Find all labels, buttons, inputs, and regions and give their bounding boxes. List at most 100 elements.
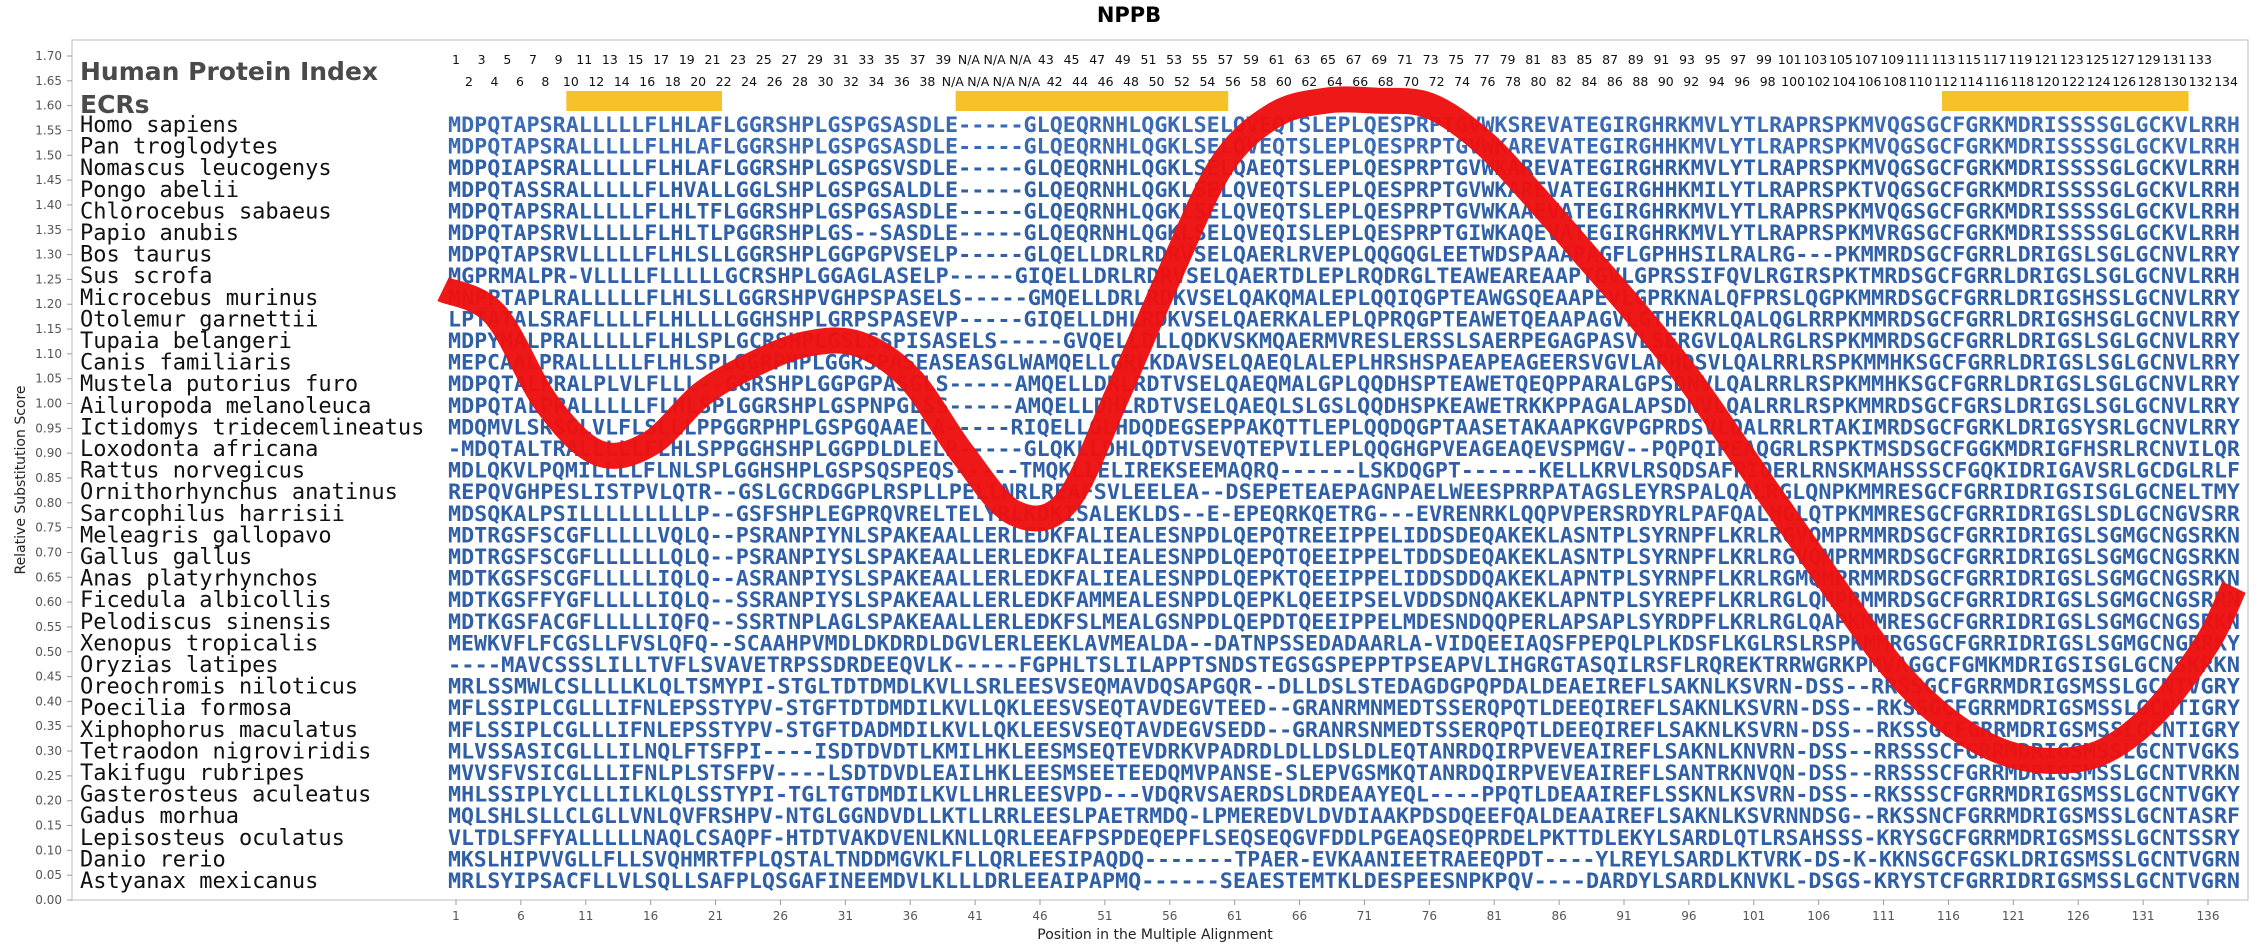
protein-index-label: 107 — [1855, 52, 1879, 67]
y-tick-label: 0.75 — [35, 521, 62, 535]
protein-index-label: N/A — [958, 52, 981, 67]
protein-index-label: 34 — [868, 74, 884, 89]
y-tick-label: 0.55 — [35, 620, 62, 634]
species-name: Mustela putorius furo — [80, 372, 358, 397]
protein-index-label: 99 — [1756, 52, 1772, 67]
alignment-sequence: MVVSFVSICGLLLIFNLPLSTSFPV----LSDTDVDLEAI… — [448, 761, 2240, 785]
protein-index-label: 98 — [1760, 74, 1776, 89]
alignment-sequence: MRLSYIPSACFLLVLSQLLSAFPLQSGAFINEEMDVLKLL… — [448, 869, 2240, 893]
substitution-score-series — [437, 86, 2246, 774]
protein-index-label: 54 — [1199, 74, 1215, 89]
x-tick-label: 131 — [2132, 909, 2155, 923]
alignment-sequence: MDQMVLSRSGLVLFLSLLLPPGGRPHPLGSPGQAAELA--… — [448, 415, 2240, 439]
x-tick-label: 21 — [708, 909, 723, 923]
protein-index-label: 79 — [1500, 52, 1516, 67]
alignment-sequence: MHLSSIPLYCLLLILKLQLSSTYPI-TGLTGTDMDILKVL… — [448, 783, 2240, 807]
species-name: Lepisosteus oculatus — [80, 826, 345, 851]
x-tick-label: 56 — [1162, 909, 1177, 923]
protein-index-label: 78 — [1505, 74, 1521, 89]
protein-index-label: 72 — [1429, 74, 1445, 89]
protein-index-label: 86 — [1607, 74, 1623, 89]
protein-index-label: 33 — [858, 52, 874, 67]
alignment-sequence: ----MAVCSSSLILLTVFLSVAVETRPSSDRDEEQVLK--… — [448, 653, 2240, 677]
protein-index-label: 26 — [767, 74, 783, 89]
protein-index-label: 103 — [1803, 52, 1827, 67]
protein-index-label: 31 — [833, 52, 849, 67]
protein-index-label: 3 — [478, 52, 486, 67]
y-tick-label: 0.50 — [35, 645, 62, 659]
protein-index-label: 81 — [1525, 52, 1541, 67]
y-tick-label: 0.85 — [35, 471, 62, 485]
human-protein-index-label: Human Protein Index — [80, 57, 378, 86]
y-tick-label: 0.95 — [35, 421, 62, 435]
ecr-bar — [1941, 91, 2189, 111]
x-tick-label: 71 — [1357, 909, 1372, 923]
species-name: Xiphophorus maculatus — [80, 718, 358, 743]
alignment-sequence: MLVSSASICGLLLILNQLFTSFPI----ISDTDVDTLKMI… — [448, 739, 2240, 763]
protein-index-label: 84 — [1581, 74, 1597, 89]
protein-index-label: 17 — [653, 52, 669, 67]
species-name: Canis familiaris — [80, 351, 292, 376]
y-tick-label: 1.65 — [35, 74, 62, 88]
species-name: Chlorocebus sabaeus — [80, 199, 332, 224]
y-tick-label: 0.00 — [35, 893, 62, 907]
species-name: Gallus gallus — [80, 545, 252, 570]
protein-index-label: 80 — [1531, 74, 1547, 89]
alignment-sequence: MDPQTAPSRVLLLLLFLHLSLLGGRSHPLGGPGPVSELP-… — [448, 243, 2240, 267]
alignment-sequence: VLTDLSFFYALLLLLNAQLCSAQPF-HTDTVAKDVENLKN… — [448, 826, 2240, 850]
alignment-sequence: MQLSHLSLLCLGLLVNLQVFRSHPV-NTGLGGNDVDLLKT… — [448, 804, 2240, 828]
protein-index-label: 24 — [741, 74, 757, 89]
alignment-sequence: MFLSSIPLCGLLLIFNLEPSSTYPV-STGFTDTDMDILKV… — [448, 696, 2240, 720]
protein-index-label: 97 — [1730, 52, 1746, 67]
species-name: Microcebus murinus — [80, 286, 318, 311]
y-tick-label: 1.60 — [35, 99, 62, 113]
y-tick-label: 1.00 — [35, 397, 62, 411]
protein-index-label: 121 — [2034, 52, 2058, 67]
species-name: Tetraodon nigroviridis — [80, 739, 371, 764]
y-tick-label: 0.15 — [35, 819, 62, 833]
species-name: Loxodonta africana — [80, 437, 318, 462]
protein-index-label: 57 — [1217, 52, 1233, 67]
protein-index-label: 74 — [1454, 74, 1470, 89]
x-tick-label: 91 — [1616, 909, 1631, 923]
protein-index-label: 9 — [555, 52, 563, 67]
x-tick-label: 61 — [1227, 909, 1242, 923]
protein-index-label: 126 — [2112, 74, 2136, 89]
protein-index-label: 120 — [2036, 74, 2060, 89]
y-tick-label: 0.80 — [35, 496, 62, 510]
species-name: Ailuropoda melanoleuca — [80, 394, 371, 419]
protein-index-label: 29 — [807, 52, 823, 67]
protein-index-label: 71 — [1397, 52, 1413, 67]
species-name: Sarcophilus harrisii — [80, 502, 345, 527]
protein-index-label: 50 — [1149, 74, 1165, 89]
protein-index-label: 83 — [1551, 52, 1567, 67]
protein-index-label: 100 — [1781, 74, 1805, 89]
protein-index-label: N/A — [993, 74, 1016, 89]
species-name: Pelodiscus sinensis — [80, 610, 332, 635]
species-name: Ictidomys tridecemlineatus — [80, 415, 424, 440]
y-tick-label: 1.35 — [35, 223, 62, 237]
species-name: Rattus norvegicus — [80, 459, 305, 484]
protein-index-label: 15 — [628, 52, 644, 67]
alignment-sequence: MRLSSMWLCSLLLLKLQLTSMYPI-STGLTDTDMDLKVLL… — [448, 675, 2240, 699]
x-tick-label: 66 — [1292, 909, 1307, 923]
protein-index-label: 43 — [1038, 52, 1054, 67]
protein-index-label: N/A — [942, 74, 965, 89]
protein-index-label: 39 — [935, 52, 951, 67]
y-tick-label: 1.30 — [35, 248, 62, 262]
alignment-sequence: MDPQTASSRALLLLLFLHVALLGGLSHPLGSPGSALDLE-… — [448, 178, 2240, 202]
alignment-sequence: MDTKGSFSCGFLLLLLIQLQ--ASRANPIYSLSPAKEAAL… — [448, 567, 2240, 591]
x-tick-label: 136 — [2197, 909, 2220, 923]
alignment-sequence: MDPQTALPRALLLLLFLHLSPLGGRSHPLGSPNPGLSS--… — [448, 394, 2240, 418]
protein-index-label: 104 — [1832, 74, 1856, 89]
protein-index-label: 129 — [2137, 52, 2161, 67]
alignment-sequence: -MDQTALTRALLLLLFLHLSPPGGHSHPLGGPDLDLELP-… — [448, 437, 2240, 461]
protein-index-label: 95 — [1705, 52, 1721, 67]
alignment-sequence: MDPQIAPSRALLLLLFLHLAFLGGRSHPLGSPGSVSDLE-… — [448, 156, 2240, 180]
protein-index-label: 69 — [1371, 52, 1387, 67]
alignment-sequence: MDLQKVLPQMILLLLFLNLSPLGGHSHPLGSPSQSPEQS-… — [448, 459, 2240, 483]
species-name: Xenopus tropicalis — [80, 631, 318, 656]
x-tick-label: 26 — [773, 909, 788, 923]
y-tick-label: 1.25 — [35, 272, 62, 286]
